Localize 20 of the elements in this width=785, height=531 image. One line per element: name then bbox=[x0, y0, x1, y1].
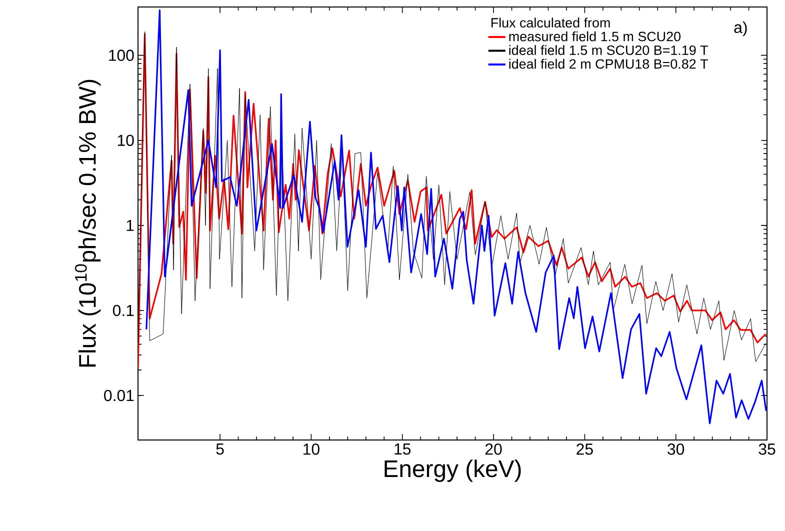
x-tick-label: 35 bbox=[758, 444, 776, 455]
legend-label: ideal field 2 m CPMU18 B=0.82 T bbox=[509, 58, 708, 69]
x-axis-title: Energy (keV) bbox=[384, 460, 521, 482]
x-tick-label: 15 bbox=[394, 444, 411, 455]
x-tick-label: 25 bbox=[576, 444, 593, 455]
y-tick-label: 100 bbox=[109, 50, 134, 61]
legend-label: ideal field 1.5 m SCU20 B=1.19 T bbox=[509, 45, 708, 55]
x-tick-label: 30 bbox=[668, 444, 684, 455]
x-tick-label: 20 bbox=[485, 444, 502, 455]
y-tick-label: 0.01 bbox=[104, 390, 134, 402]
line-series bbox=[146, 9, 767, 424]
x-tick-label: 5 bbox=[216, 444, 224, 455]
x-tick-label: 10 bbox=[304, 444, 320, 455]
y-tick-label: 0.1 bbox=[112, 304, 134, 316]
annotation: a) bbox=[734, 21, 747, 36]
y-axis-title: Flux (10$^{10}$ph/sec 0.1% BW) bbox=[74, 80, 101, 367]
y-tick-label: 10 bbox=[118, 134, 134, 146]
legend-title: Flux calculated from bbox=[491, 18, 610, 28]
legend-label: measured field 1.5 m SCU20 bbox=[509, 31, 681, 42]
y-tick-label: 1 bbox=[126, 220, 134, 231]
